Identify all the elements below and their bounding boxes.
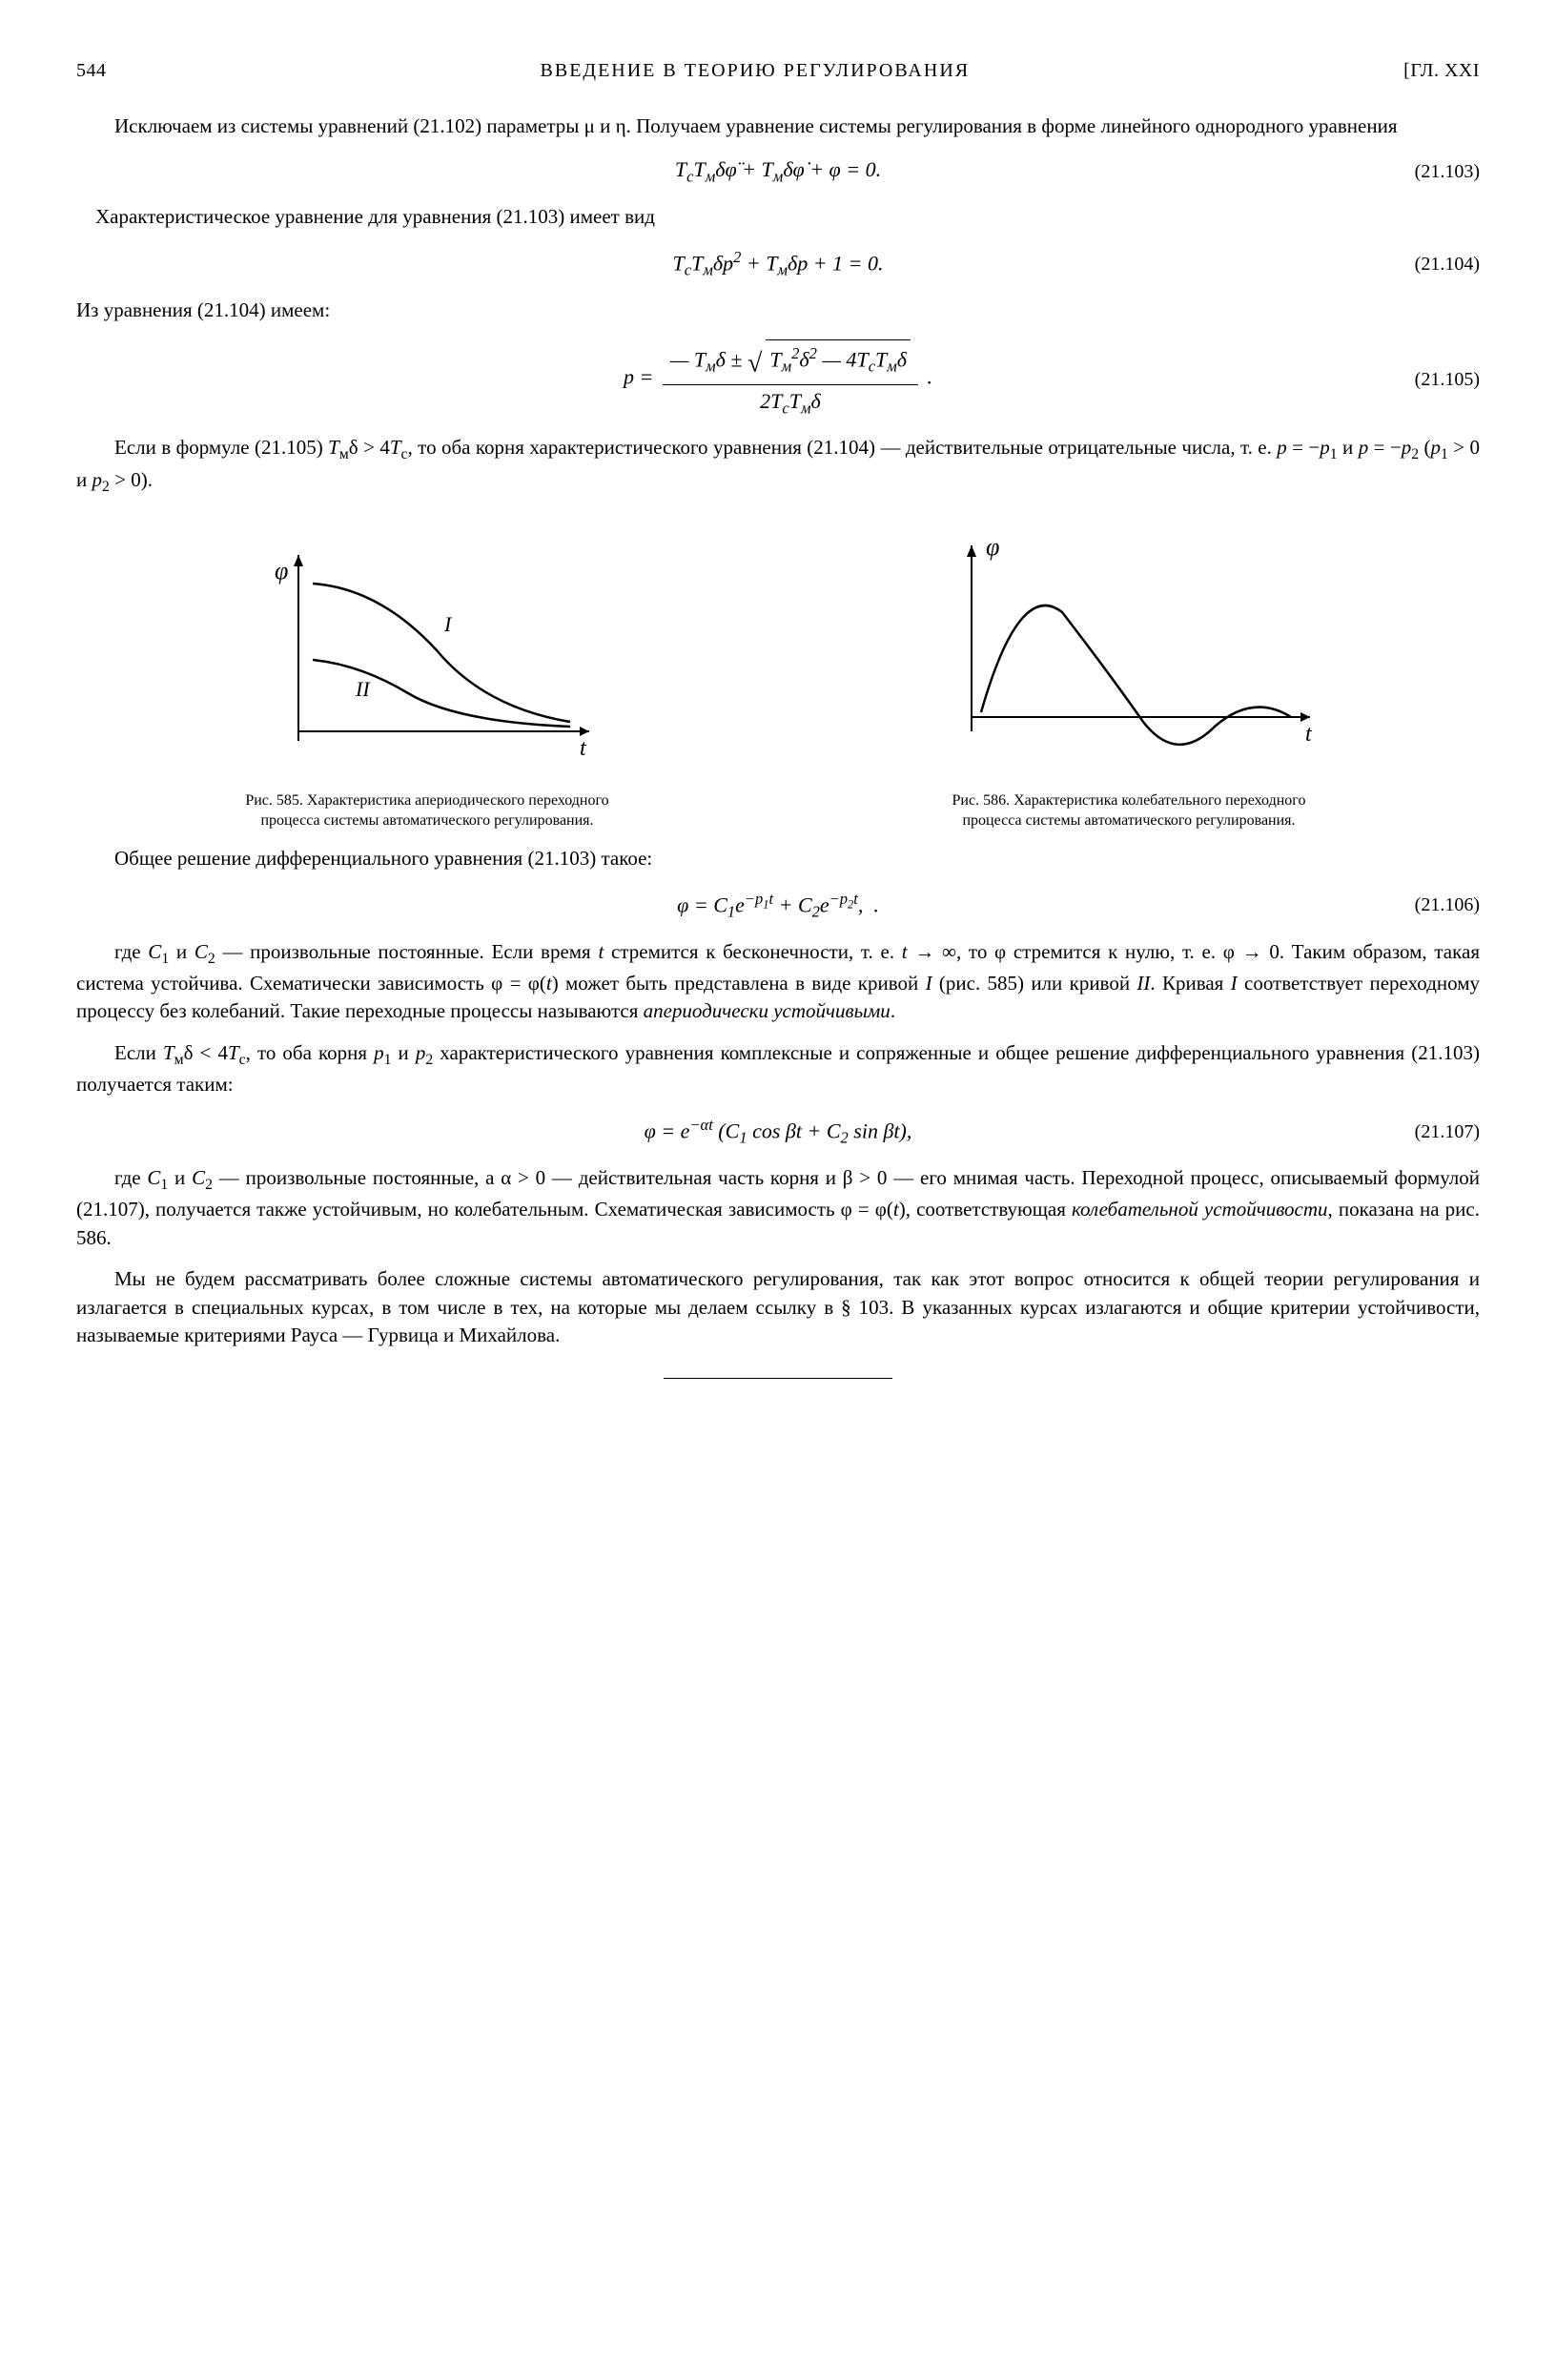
curve-label-1: I: [443, 612, 453, 636]
figure-585-caption: Рис. 585. Характеристика апериодического…: [227, 791, 627, 831]
curve-label-2: II: [355, 677, 371, 701]
page-header-title: ВВЕДЕНИЕ В ТЕОРИЮ РЕГУЛИРОВАНИЯ: [107, 57, 1404, 84]
equation-21-105: p = — Tмδ ± √Tм2δ2 — 4TсTмδ 2TсTмδ . (21…: [76, 339, 1480, 419]
paragraph-8: где C1 и C2 — произвольные постоянные, а…: [76, 1164, 1480, 1252]
eq-number: (21.105): [1415, 366, 1480, 393]
paragraph-4: Если в формуле (21.105) Tмδ > 4Tс, то об…: [76, 434, 1480, 497]
axis-y-label: φ: [275, 557, 288, 585]
paragraph-7: Если Tмδ < 4Tс, то оба корня p1 и p2 хар…: [76, 1039, 1480, 1099]
paragraph-3: Из уравнения (21.104) имеем:: [76, 297, 1480, 324]
axis-x-label: t: [580, 736, 587, 761]
page-number: 544: [76, 57, 107, 84]
equation-21-104: TсTмδp2 + Tмδp + 1 = 0. (21.104): [76, 246, 1480, 281]
axis-x-label: t: [1305, 722, 1313, 747]
section-rule: [664, 1378, 892, 1379]
figure-585: φ t I II Рис. 585. Характеристика аперио…: [227, 526, 627, 831]
axis-y-label: φ: [986, 533, 999, 561]
equation-21-107: φ = e−αt (C1 cos βt + C2 sin βt), (21.10…: [76, 1114, 1480, 1149]
paragraph-2: Характеристическое уравнение для уравнен…: [76, 203, 1480, 231]
figure-586-caption: Рис. 586. Характеристика колебательного …: [929, 791, 1329, 831]
page-header: 544 ВВЕДЕНИЕ В ТЕОРИЮ РЕГУЛИРОВАНИЯ [ГЛ.…: [76, 57, 1480, 84]
equation-21-103: TсTмδφ̈ + Tмδφ̇ + φ = 0. (21.103): [76, 155, 1480, 187]
eq-number: (21.107): [1415, 1118, 1480, 1145]
eq-number: (21.103): [1415, 158, 1480, 185]
figures-row: φ t I II Рис. 585. Характеристика аперио…: [76, 526, 1480, 831]
chart-586: φ t: [929, 526, 1329, 774]
equation-21-106: φ = C1e−p1t + C2e−p2t, . (21.106): [76, 888, 1480, 923]
paragraph-1: Исключаем из системы уравнений (21.102) …: [76, 113, 1480, 140]
paragraph-6: где C1 и C2 — произвольные постоянные. Е…: [76, 938, 1480, 1026]
paragraph-9: Мы не будем рассматривать более сложные …: [76, 1265, 1480, 1349]
paragraph-5: Общее решение дифференциального уравнени…: [76, 845, 1480, 872]
figure-586: φ t Рис. 586. Характеристика колебательн…: [929, 526, 1329, 831]
chapter-label: [ГЛ. XXI: [1403, 57, 1480, 84]
eq-number: (21.104): [1415, 251, 1480, 277]
chart-585: φ t I II: [246, 526, 608, 774]
eq-number: (21.106): [1415, 892, 1480, 918]
